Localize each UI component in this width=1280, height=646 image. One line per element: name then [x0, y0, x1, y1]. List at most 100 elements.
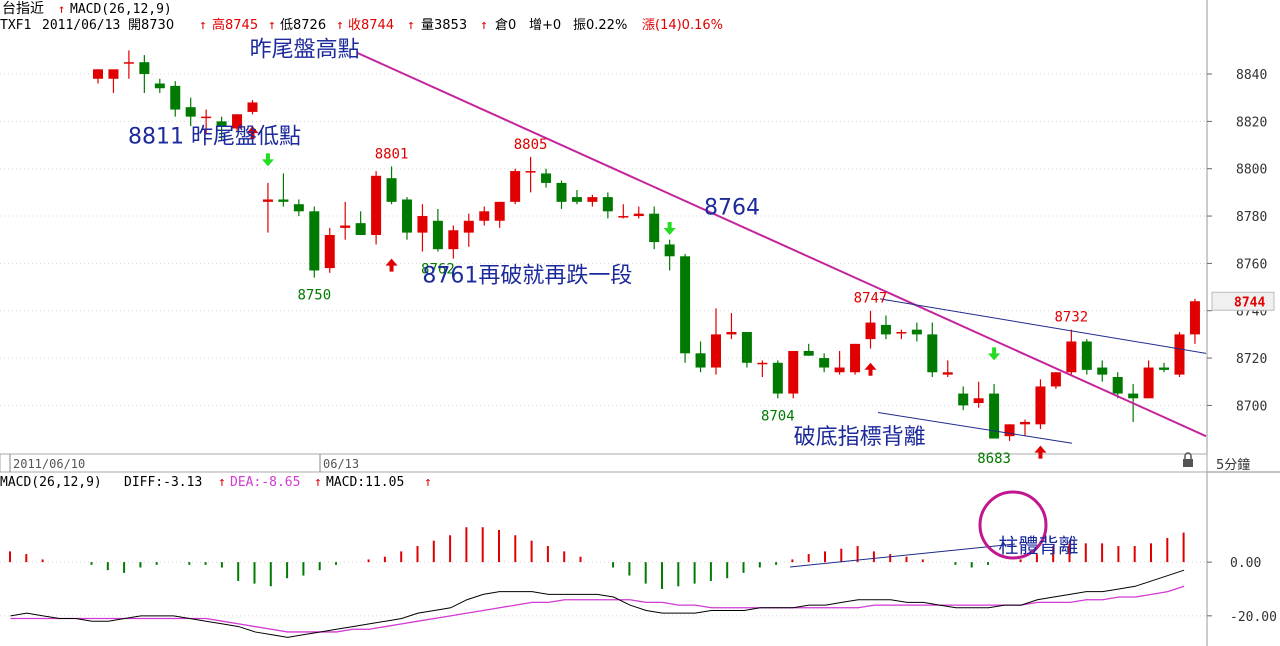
candle-body [340, 225, 351, 228]
y-tick-label: 8700 [1236, 399, 1267, 414]
candle-body [1020, 421, 1030, 425]
candle [170, 81, 181, 117]
candle-body [989, 393, 1000, 439]
candle-body [247, 102, 258, 112]
amplitude: 振0.22% [573, 18, 627, 33]
candle [880, 315, 891, 340]
annotation-text: 破底指標背離 [794, 425, 926, 450]
candle-body [201, 116, 212, 119]
candle [1050, 372, 1061, 389]
candle [819, 353, 830, 373]
lock-icon[interactable] [1183, 452, 1193, 467]
candle-body [139, 62, 150, 75]
candle-body [355, 223, 366, 235]
candle-body [1112, 376, 1123, 394]
candle [201, 109, 212, 134]
macd-header: MACD(26,12,9) DIFF:-3.13 ↑ DEA:-8.65 ↑ M… [0, 475, 432, 490]
candle [1143, 360, 1154, 399]
trendlines [356, 51, 1207, 444]
y-tick-label: 8820 [1236, 115, 1267, 130]
candle-body [278, 199, 289, 202]
last-price-label: 8744 [1234, 295, 1265, 310]
candle-body [757, 362, 768, 365]
price-panel [0, 0, 1207, 454]
candle-body [973, 398, 984, 404]
candle-body [850, 343, 861, 373]
y-tick-label: 8780 [1236, 210, 1267, 225]
candle-body [432, 220, 443, 250]
candle [834, 350, 845, 375]
candle-body [1159, 367, 1170, 370]
y-tick-label: 8840 [1236, 68, 1267, 83]
open-up-arrow-icon: ↑ [199, 18, 207, 33]
dea-line [10, 585, 1185, 633]
candle-body [664, 244, 675, 257]
candle [788, 350, 799, 399]
price-labels: 8801 8805 8747 8732 8750 8762 8704 8683 [297, 137, 1088, 467]
volume-up-arrow-icon: ↑ [480, 18, 488, 33]
macd-y-tick-label: 0.00 [1230, 556, 1261, 571]
candle-body [463, 220, 474, 233]
candle-body [448, 230, 459, 250]
candle [386, 166, 397, 205]
candle [510, 168, 521, 205]
candle [1097, 360, 1108, 382]
histogram-divergence-line [789, 543, 1016, 568]
candle [1004, 424, 1015, 441]
time-label-1: 2011/06/10 [13, 457, 85, 471]
main-downtrend-line [356, 51, 1207, 438]
candle-body [741, 332, 752, 363]
y-tick-label: 8760 [1236, 257, 1267, 272]
quote-date: 2011/06/13 [42, 18, 120, 33]
divergence-circle [978, 490, 1048, 560]
candle [494, 201, 505, 228]
candle [1159, 362, 1170, 373]
candle [571, 190, 582, 205]
candle-body [680, 256, 691, 354]
diff-value: DIFF:-3.13 [124, 475, 202, 490]
candle-body [1050, 372, 1061, 387]
candle [633, 206, 644, 219]
time-axis-bar [0, 453, 1208, 473]
dea-up-arrow-icon: ↑ [314, 475, 322, 490]
candle [803, 343, 814, 356]
last-price-box [1211, 291, 1275, 311]
candle-body [494, 201, 505, 221]
price-change: 漲(14)0.16% [642, 18, 723, 33]
candle-body [185, 107, 196, 117]
time-label-2: 06/13 [323, 457, 359, 471]
candle [309, 206, 320, 278]
title-up-arrow-icon: ↑ [58, 2, 65, 16]
candle [448, 225, 459, 259]
buy-arrow-icon [385, 258, 398, 272]
candle-body [834, 367, 845, 373]
candle [695, 341, 706, 373]
candle-body [541, 173, 552, 183]
candle [618, 204, 629, 219]
candle [973, 381, 984, 408]
candle-body [1004, 424, 1015, 437]
price-label: 8704 [761, 408, 795, 424]
candle-body [819, 358, 830, 368]
candle [355, 211, 366, 235]
interval-label[interactable]: 5分鐘 [1216, 457, 1250, 473]
candle [262, 182, 273, 233]
candle [463, 213, 474, 247]
candle [1066, 329, 1077, 375]
y-tick-label: 8720 [1236, 352, 1267, 367]
chart-title: 台指近 [2, 1, 44, 17]
macd-annotation-text: 柱體背離 [998, 534, 1078, 558]
candle [402, 197, 412, 240]
candle [1189, 298, 1200, 344]
candle-body [1143, 367, 1154, 399]
candle-body [942, 372, 953, 375]
price-label: 8747 [854, 291, 888, 307]
candle [479, 206, 490, 226]
candle-body [293, 204, 304, 212]
candle-body [571, 197, 582, 202]
candle [896, 329, 907, 340]
candle-body [1174, 334, 1185, 375]
candle-body [587, 197, 598, 202]
candle-body [417, 216, 428, 233]
